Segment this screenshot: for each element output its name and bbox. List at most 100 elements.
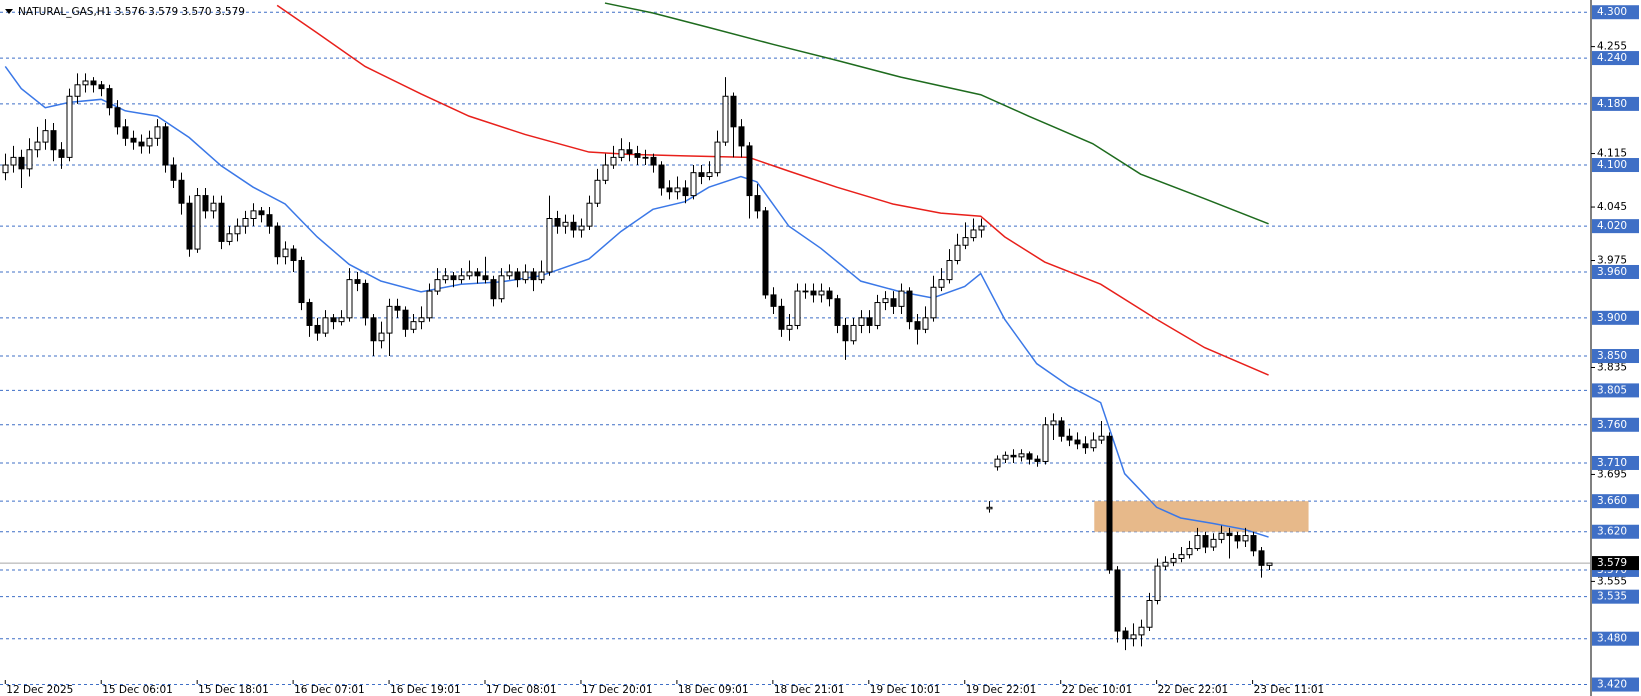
candle-body <box>890 298 897 307</box>
candle-body <box>402 309 409 330</box>
candle-body <box>842 324 849 342</box>
candle-body <box>362 282 369 319</box>
candle-body <box>1178 554 1185 559</box>
candle-body <box>770 294 777 307</box>
candle-body <box>394 305 401 311</box>
candle-body <box>922 317 929 330</box>
level-label-box <box>1592 494 1639 509</box>
candle-body <box>730 95 737 128</box>
candle-body <box>1074 439 1081 445</box>
candle-body <box>874 302 881 326</box>
candle-body <box>138 141 145 147</box>
candle-body <box>1122 630 1129 640</box>
candle-body <box>1202 535 1209 548</box>
candle-body <box>258 210 265 216</box>
x-tick-label: 15 Dec 18:01 <box>198 684 269 696</box>
candle-body <box>314 324 321 334</box>
level-label: 4.300 <box>1597 6 1627 18</box>
candle-body <box>1114 569 1121 632</box>
candle-body <box>1170 557 1177 563</box>
candle-body <box>506 271 513 277</box>
candle-body <box>346 279 353 319</box>
candle-body <box>650 156 657 166</box>
candle-body <box>674 187 681 193</box>
candle-body <box>682 187 689 197</box>
x-tick-label: 23 Dec 11:01 <box>1254 684 1325 696</box>
candle-body <box>458 275 465 281</box>
candle-body <box>690 172 697 197</box>
candle-body <box>1098 435 1105 441</box>
candle-body <box>418 317 425 323</box>
candle-body <box>1210 538 1217 548</box>
y-tick-label: 3.835 <box>1597 361 1627 373</box>
candle-body <box>1226 532 1233 537</box>
y-tick-label: 3.555 <box>1597 575 1627 587</box>
moving-average-line <box>604 2 1269 225</box>
candle-body <box>746 145 753 197</box>
candle-body <box>298 260 305 304</box>
candle-body <box>1250 535 1257 552</box>
candle-body <box>634 153 641 158</box>
candle-body <box>98 84 105 90</box>
candle-body <box>58 149 65 158</box>
candle-body <box>282 248 289 258</box>
candle-body <box>930 286 937 319</box>
level-label-box <box>1592 158 1639 173</box>
current-price-label: 3.579 <box>1597 557 1627 569</box>
x-tick-label: 17 Dec 08:01 <box>486 684 557 696</box>
menu-triangle[interactable] <box>5 9 13 14</box>
candle-body <box>706 172 713 177</box>
level-label-box <box>1592 589 1639 604</box>
candle-body <box>762 210 769 296</box>
candle-body <box>26 149 33 170</box>
candle-body <box>858 317 865 326</box>
zone <box>1094 501 1309 532</box>
x-tick-label: 19 Dec 10:01 <box>870 684 941 696</box>
candle-body <box>154 126 161 139</box>
candle-body <box>658 164 665 189</box>
candle-body <box>42 130 49 143</box>
candle-body <box>202 195 209 212</box>
candle-body <box>794 290 801 326</box>
candle-body <box>410 321 417 330</box>
chart-title: NATURAL_GAS,H1 3.576 3.579 3.570 3.579 <box>18 6 245 18</box>
candle-body <box>546 218 553 273</box>
x-tick-label: 22 Dec 10:01 <box>1062 684 1133 696</box>
x-tick-label: 15 Dec 06:01 <box>102 684 173 696</box>
candle-body <box>122 126 129 139</box>
candle-body <box>866 317 873 326</box>
level-label: 3.620 <box>1597 526 1627 538</box>
candle-body <box>474 271 481 277</box>
candle-body <box>954 244 961 262</box>
level-label: 3.760 <box>1597 419 1627 431</box>
candle-body <box>130 137 137 143</box>
level-label: 3.535 <box>1597 591 1627 603</box>
candle-body <box>898 290 905 307</box>
x-tick-label: 17 Dec 20:01 <box>582 684 653 696</box>
candle-body <box>1218 532 1225 540</box>
candle-body <box>162 126 169 166</box>
candle-body <box>2 164 9 174</box>
candle-body <box>1194 535 1201 550</box>
candle-body <box>562 221 569 227</box>
candle-body <box>274 225 281 258</box>
candle-body <box>834 298 841 326</box>
y-tick-label: 3.695 <box>1597 468 1627 480</box>
candle-body <box>1034 458 1041 462</box>
candle-body <box>1106 435 1113 571</box>
candle-body <box>1266 562 1273 566</box>
candle-body <box>1002 454 1009 460</box>
x-tick-label: 16 Dec 19:01 <box>390 684 461 696</box>
candle-body <box>882 298 889 304</box>
current-price-box <box>1592 556 1639 571</box>
candle-body <box>802 290 809 293</box>
candle-body <box>330 317 337 323</box>
candle-body <box>586 202 593 227</box>
level-label: 3.900 <box>1597 312 1627 324</box>
candle-body <box>778 305 785 330</box>
level-label: 4.020 <box>1597 220 1627 232</box>
level-label: 3.805 <box>1597 384 1627 396</box>
price-axis: 4.255 4.115 4.045 3.975 3.835 3.695 3.555 4.300… <box>1590 0 1639 696</box>
candle-body <box>626 149 633 155</box>
